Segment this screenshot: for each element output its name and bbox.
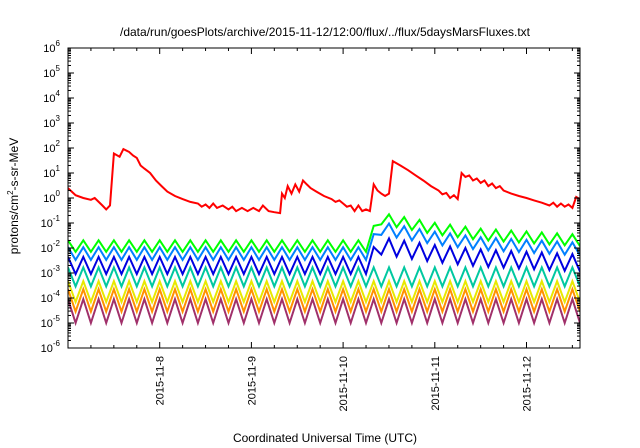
y-tick-label: 100 — [43, 189, 60, 205]
y-tick-label: 102 — [43, 139, 60, 155]
y-tick-label: 106 — [43, 39, 60, 55]
chart-title: /data/run/goesPlots/archive/2015-11-12/1… — [120, 25, 531, 39]
flux-series-line — [68, 221, 580, 263]
flux-series-line — [68, 286, 580, 315]
flux-series-line — [68, 212, 580, 255]
x-tick-labels: 2015-11-8 2015-11-9 2015-11-10 2015-11-11 20… — [155, 356, 534, 411]
flux-series-line — [68, 295, 580, 327]
y-tick-label: 10-3 — [41, 264, 61, 280]
y-axis-title: protons/cm2-s-sr-MeV — [6, 138, 21, 254]
x-tick-label: 2015-11-10 — [338, 356, 350, 411]
y-tick-label: 10-2 — [41, 239, 61, 255]
flux-series-line — [68, 147, 580, 215]
x-tick-label: 2015-11-12 — [522, 356, 534, 411]
y-tick-label: 10-1 — [41, 214, 61, 230]
x-tick-label: 2015-11-11 — [430, 356, 442, 411]
axes — [67, 47, 581, 349]
y-tick-label: 10-6 — [41, 339, 61, 355]
flux-series-line — [68, 278, 580, 305]
y-tick-label: 10-4 — [41, 289, 61, 305]
flux-series-line — [68, 236, 580, 277]
x-axis-title: Coordinated Universal Time (UTC) — [233, 431, 417, 445]
y-tick-label: 10-5 — [41, 314, 61, 330]
y-tick-label: 103 — [43, 114, 60, 130]
y-tick-labels: 10-6 10-5 10-4 10-3 10-2 10-1 100 101 102 103 104 1… — [41, 39, 61, 355]
x-tick-label: 2015-11-8 — [155, 356, 167, 405]
flux-series-line — [68, 264, 580, 290]
y-tick-label: 105 — [43, 64, 60, 80]
y-tick-label: 101 — [43, 164, 60, 180]
y-tick-label: 104 — [43, 89, 60, 105]
x-tick-label: 2015-11-9 — [246, 356, 258, 405]
